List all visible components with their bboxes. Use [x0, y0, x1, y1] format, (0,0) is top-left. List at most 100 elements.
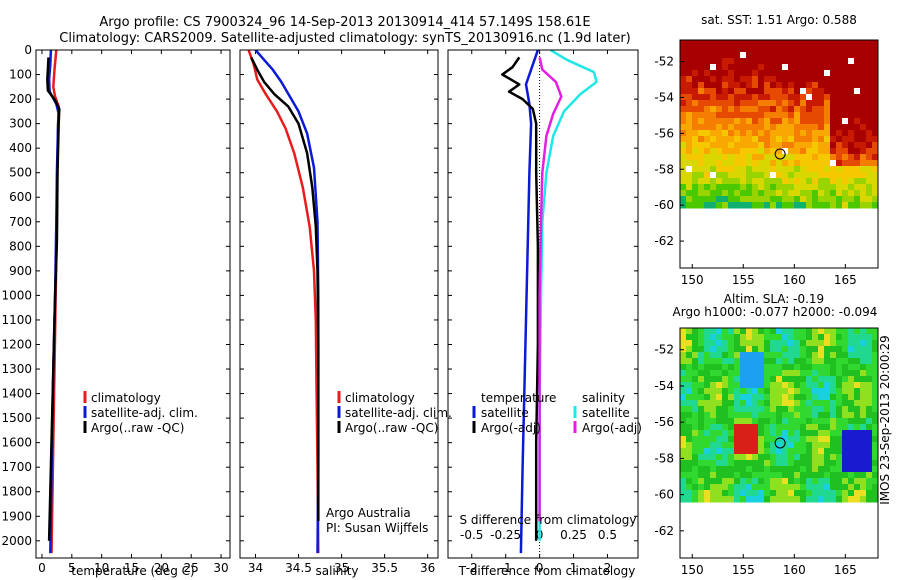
map-cell [752, 394, 759, 401]
map-cell [698, 64, 705, 71]
map-cell [776, 478, 783, 485]
map-cell [824, 166, 831, 173]
map-cell [716, 154, 723, 161]
map-cell [710, 94, 717, 101]
map-cell [722, 106, 729, 113]
map-cell [734, 340, 741, 347]
map-cell [698, 70, 705, 77]
map-cell [776, 46, 783, 53]
map-cell [836, 184, 843, 191]
map-cell [824, 430, 831, 437]
map-cell [746, 130, 753, 137]
map-cell [824, 442, 831, 449]
map-cell [758, 400, 765, 407]
map-cell [704, 46, 711, 53]
map-cell [830, 118, 837, 125]
map-cell [866, 136, 873, 143]
map-cell [842, 136, 849, 143]
map-cell [686, 82, 693, 89]
map-cell [860, 472, 867, 479]
map-cell [866, 88, 873, 95]
map-cell [686, 430, 693, 437]
map-cell [848, 172, 855, 179]
map-cell [776, 394, 783, 401]
map-cell [758, 466, 765, 473]
map-cell [704, 466, 711, 473]
map-cell [710, 358, 717, 365]
map-cell [710, 202, 717, 209]
map-cell [692, 202, 699, 209]
map-cell [800, 346, 807, 353]
map-cell [716, 58, 723, 65]
map-cell [740, 382, 747, 389]
map-cell [782, 442, 789, 449]
map-cell [734, 190, 741, 197]
map-cell [722, 490, 729, 497]
map-cell [788, 442, 795, 449]
map-cell [704, 424, 711, 431]
map-cell [698, 370, 705, 377]
map-cell [698, 418, 705, 425]
map-cell [704, 364, 711, 371]
map-cell [698, 352, 705, 359]
map-cell [782, 430, 789, 437]
map-cell [758, 334, 765, 341]
map-cell [788, 196, 795, 203]
map-cell [830, 196, 837, 203]
map-cell [710, 478, 717, 485]
map-cell [842, 124, 849, 131]
map-cell [734, 100, 741, 107]
map-cell [734, 142, 741, 149]
map-cell [794, 88, 801, 95]
map-cell [842, 100, 849, 107]
map-cell [758, 448, 765, 455]
map-cell [782, 346, 789, 353]
map-cell [854, 100, 861, 107]
map-cell [794, 64, 801, 71]
map-cell [758, 370, 765, 377]
map-cell [692, 190, 699, 197]
map-cell [866, 82, 873, 89]
map-cell [854, 394, 861, 401]
map-cell [782, 118, 789, 125]
salinity-frame [239, 49, 439, 559]
map-cell [770, 136, 777, 143]
map-cell [698, 76, 705, 83]
map-cell [860, 328, 867, 335]
map-cell [854, 340, 861, 347]
map-cell [692, 388, 699, 395]
map-cell [788, 376, 795, 383]
map-cell [854, 496, 861, 503]
map-cell [872, 412, 878, 419]
map-cell [836, 388, 843, 395]
map-cell [770, 106, 777, 113]
map-cell [788, 334, 795, 341]
map-cell [812, 364, 819, 371]
map-cell [854, 448, 861, 455]
map-cell [710, 340, 717, 347]
map-cell [836, 148, 843, 155]
map-cell [872, 196, 878, 203]
map-cell [788, 202, 795, 209]
map-cell [698, 340, 705, 347]
map-cell [698, 406, 705, 413]
map-cell [758, 136, 765, 143]
map-cell [698, 412, 705, 419]
map-cell [782, 352, 789, 359]
map-cell [842, 496, 849, 503]
map-cell [836, 412, 843, 419]
map-cell [716, 382, 723, 389]
map-cell [830, 166, 837, 173]
map-cell [806, 130, 813, 137]
map-cell [848, 352, 855, 359]
figure-title-line2: Climatology: CARS2009. Satellite-adjuste… [59, 31, 631, 46]
map-cell [794, 46, 801, 53]
map-cell [818, 454, 825, 461]
map-cell [824, 196, 831, 203]
map-cell [692, 412, 699, 419]
map-cell [710, 400, 717, 407]
map-cell [854, 334, 861, 341]
map-cell [722, 52, 729, 59]
map-cell [782, 172, 789, 179]
map-cell [704, 478, 711, 485]
